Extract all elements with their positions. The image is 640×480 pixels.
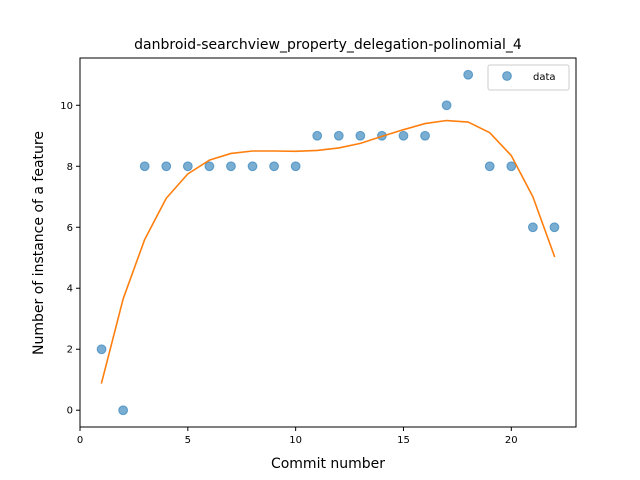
data-point bbox=[355, 130, 366, 141]
chart-title: danbroid-searchview_property_delegation-… bbox=[134, 37, 522, 53]
axes: 0 5 10 15 20 0 2 4 6 8 10 bbox=[60, 57, 577, 446]
legend-label: data bbox=[533, 72, 556, 83]
data-point bbox=[527, 222, 538, 233]
data-point bbox=[118, 405, 129, 416]
data-point bbox=[312, 130, 323, 141]
data-point bbox=[506, 161, 517, 172]
data-point bbox=[247, 161, 258, 172]
data-point bbox=[441, 100, 452, 111]
legend-frame bbox=[487, 64, 570, 91]
y-tick-label: 6 bbox=[67, 223, 73, 234]
legend-marker bbox=[502, 71, 512, 81]
data-point bbox=[96, 344, 107, 355]
fit-line bbox=[100, 119, 556, 384]
y-tick-label: 0 bbox=[67, 406, 73, 417]
x-axis-label: Commit number bbox=[271, 456, 385, 472]
legend: data bbox=[487, 64, 570, 91]
y-tick-label: 10 bbox=[60, 101, 73, 112]
data-point bbox=[226, 161, 236, 172]
x-tick-label: 0 bbox=[77, 435, 83, 446]
data-point bbox=[463, 69, 474, 80]
x-tick-label: 10 bbox=[289, 435, 302, 446]
data-point bbox=[139, 161, 150, 172]
y-tick-label: 4 bbox=[67, 284, 73, 295]
data-point bbox=[204, 161, 215, 172]
x-tick-label: 5 bbox=[185, 435, 191, 446]
x-tick-label: 15 bbox=[397, 435, 410, 446]
data-point bbox=[269, 161, 279, 172]
data-point bbox=[161, 161, 172, 172]
data-point bbox=[290, 161, 301, 172]
x-tick-label: 20 bbox=[505, 435, 518, 446]
data-point bbox=[484, 161, 495, 172]
plot-area bbox=[96, 69, 560, 416]
y-tick-label: 8 bbox=[67, 162, 73, 173]
y-axis-label: Number of instance of a feature bbox=[31, 131, 47, 355]
data-point bbox=[398, 130, 409, 141]
y-tick-label: 2 bbox=[67, 345, 73, 356]
data-point bbox=[420, 130, 430, 141]
axes-frame bbox=[79, 57, 577, 428]
data-point bbox=[182, 161, 193, 172]
data-point bbox=[549, 222, 560, 233]
data-point bbox=[333, 130, 344, 141]
